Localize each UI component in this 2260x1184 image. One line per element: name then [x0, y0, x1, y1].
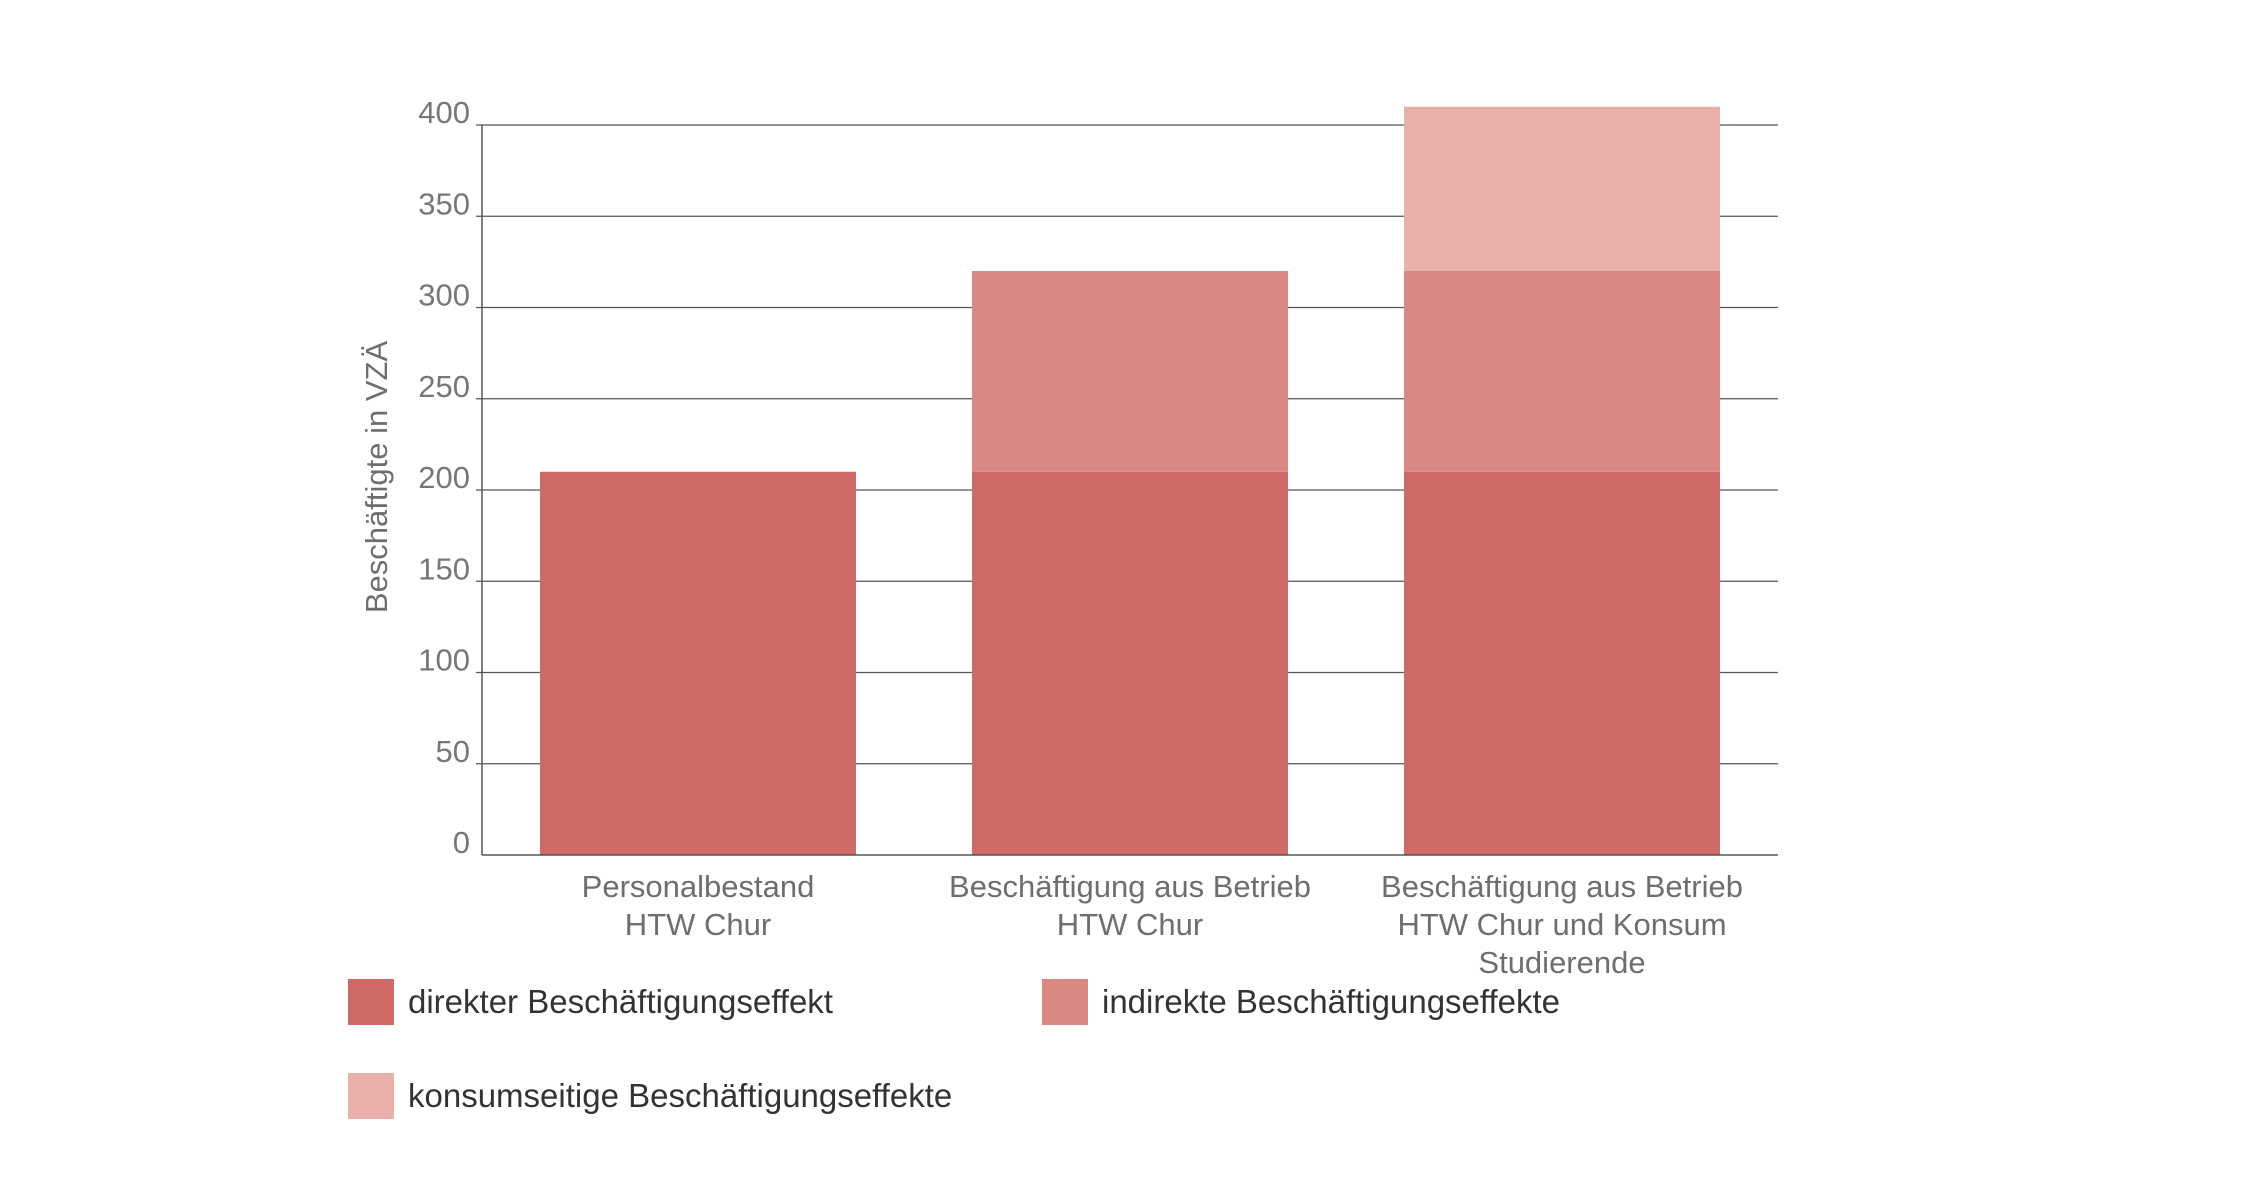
y-axis-ticks: 0 50 100 150 200 250 300 350 400 — [418, 95, 470, 860]
bar-segment-indirect — [972, 271, 1288, 472]
legend-swatch — [348, 1073, 394, 1119]
x-category-label: HTW Chur — [1057, 907, 1203, 942]
legend-label: konsumseitige Beschäftigungseffekte — [408, 1077, 953, 1114]
legend-item-direct: direkter Beschäftigungseffekt — [348, 979, 833, 1025]
x-category-label: HTW Chur und Konsum — [1397, 907, 1726, 942]
legend-label: direkter Beschäftigungseffekt — [408, 983, 833, 1020]
y-tick-label: 150 — [418, 551, 470, 586]
legend-swatch — [348, 979, 394, 1025]
legend-swatch — [1042, 979, 1088, 1025]
x-category-label: Beschäftigung aus Betrieb — [1381, 869, 1743, 904]
y-tick-label: 50 — [436, 734, 470, 769]
y-tick-label: 0 — [453, 825, 470, 860]
legend-item-indirect: indirekte Beschäftigungseffekte — [1042, 979, 1560, 1025]
bars — [540, 106, 1720, 855]
bar-segment-direct — [972, 471, 1288, 855]
x-category-label: HTW Chur — [625, 907, 771, 942]
legend-item-consumption: konsumseitige Beschäftigungseffekte — [348, 1073, 952, 1119]
bar-segment-indirect — [1404, 271, 1720, 472]
y-axis-label: Beschäftigte in VZÄ — [359, 341, 394, 614]
x-category-label: Beschäftigung aus Betrieb — [949, 869, 1311, 904]
bar-segment-consumption — [1404, 106, 1720, 271]
y-tick-label: 300 — [418, 278, 470, 313]
x-category-label: Studierende — [1478, 945, 1645, 980]
bar-segment-direct — [1404, 471, 1720, 855]
y-tick-label: 250 — [418, 369, 470, 404]
y-tick-label: 400 — [418, 95, 470, 130]
y-tick-label: 100 — [418, 643, 470, 678]
x-category-label: Personalbestand — [582, 869, 815, 904]
bar-segment-direct — [540, 471, 856, 855]
y-tick-label: 350 — [418, 186, 470, 221]
y-tick-label: 200 — [418, 460, 470, 495]
legend-label: indirekte Beschäftigungseffekte — [1102, 983, 1561, 1020]
